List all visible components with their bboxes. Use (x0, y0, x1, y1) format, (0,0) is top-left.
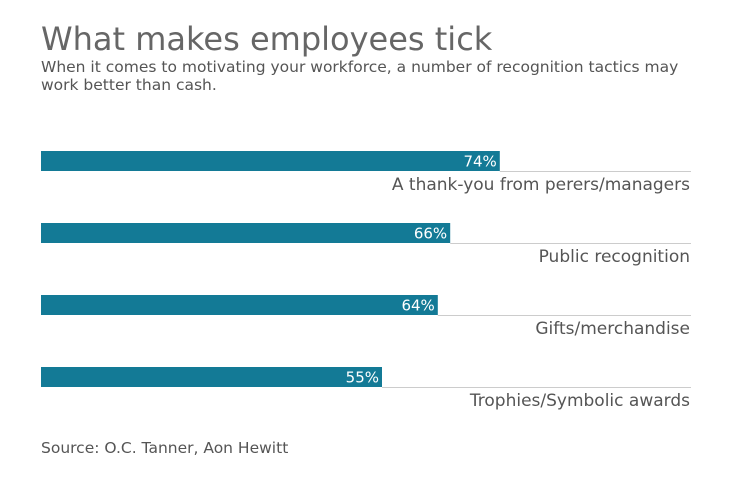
bar-0 (41, 151, 500, 171)
bar-value-label-1: 66% (414, 225, 447, 243)
category-label-3: Trophies/Symbolic awards (469, 391, 690, 411)
bar-value-label-0: 74% (463, 153, 496, 171)
bar-value-label-3: 55% (346, 369, 379, 387)
bar-value-label-2: 64% (401, 297, 434, 315)
chart-title: What makes employees tick (41, 20, 493, 58)
bar-3 (41, 367, 382, 387)
chart-subtitle: When it comes to motivating your workfor… (41, 58, 679, 94)
category-label-2: Gifts/merchandise (535, 319, 690, 339)
source-note: Source: O.C. Tanner, Aon Hewitt (41, 439, 289, 457)
category-label-1: Public recognition (539, 247, 690, 267)
bar-1 (41, 223, 451, 243)
category-label-0: A thank-you from perers/managers (392, 175, 690, 195)
bar-2 (41, 295, 438, 315)
